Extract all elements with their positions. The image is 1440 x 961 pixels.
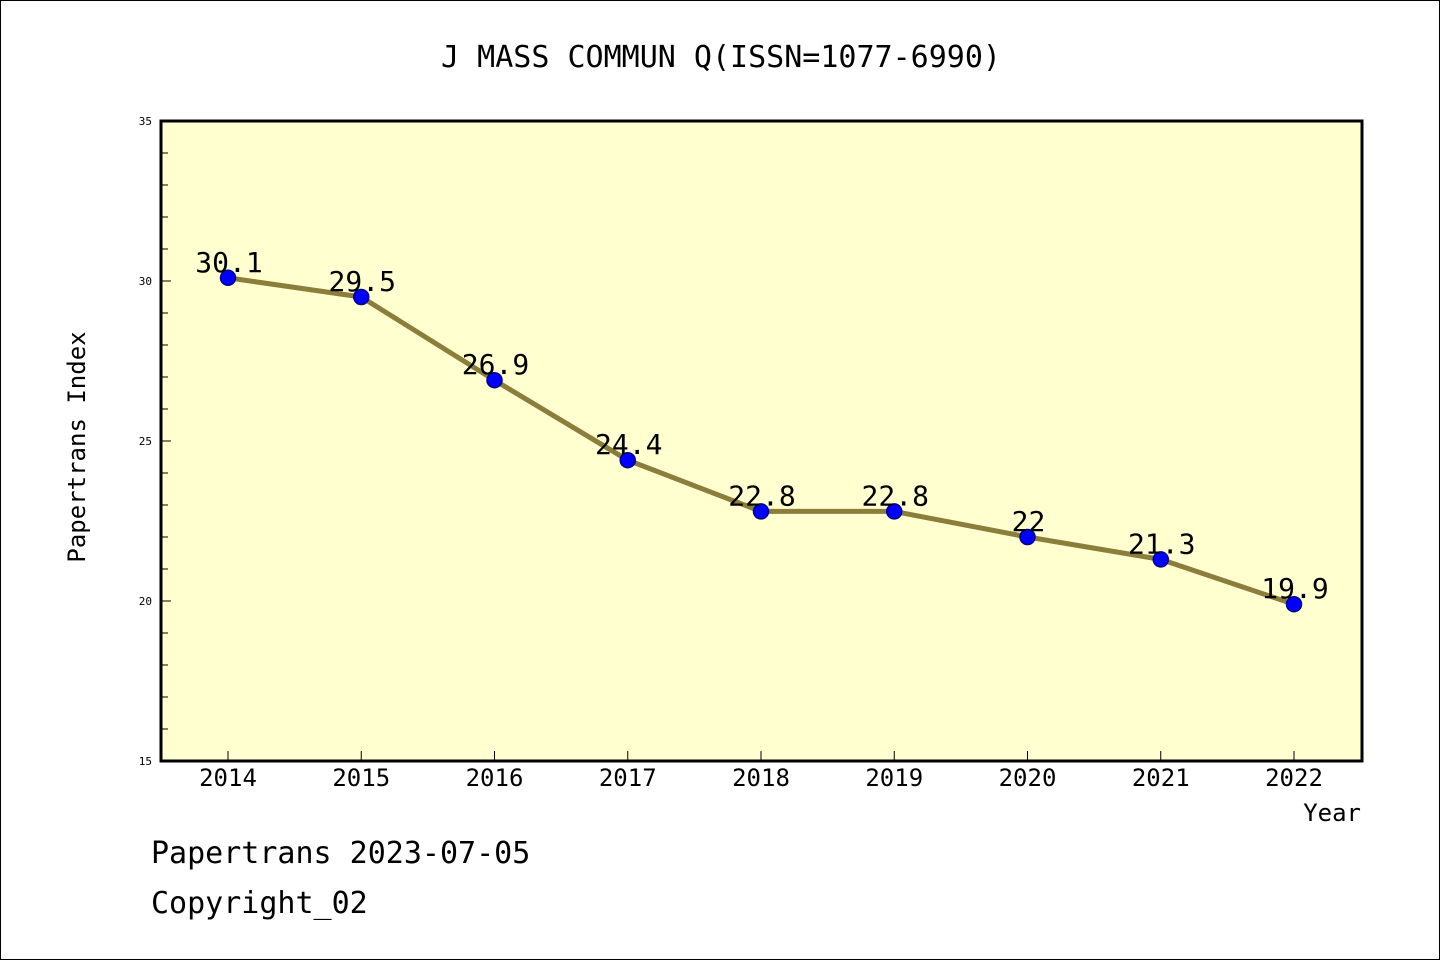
- data-label: 29.5: [329, 265, 396, 298]
- y-tick-label: 35: [139, 115, 152, 128]
- data-point: [1019, 528, 1036, 546]
- x-axis: 2014 2015 2016 2017 2018 2019 2020 2021 2022: [199, 751, 1323, 792]
- data-point: [353, 288, 370, 306]
- data-point: [619, 451, 636, 469]
- data-point: [1285, 595, 1303, 613]
- data-point: [752, 503, 770, 520]
- data-label: 30.1: [195, 246, 262, 279]
- x-tick-label: 2019: [865, 764, 923, 792]
- x-tick-label: 2015: [332, 764, 390, 792]
- x-tick-label: 2018: [732, 764, 790, 792]
- data-label: 22.8: [862, 479, 929, 512]
- data-label: 24.4: [595, 428, 662, 461]
- x-tick-label: 2022: [1265, 764, 1323, 792]
- y-axis: 15 20 25 30 35: [139, 115, 171, 768]
- x-tick-label: 2021: [1132, 764, 1190, 792]
- footer-date: Papertrans 2023-07-05: [151, 836, 531, 871]
- data-point: [486, 371, 503, 389]
- footer-copyright: Copyright_02: [151, 886, 368, 921]
- data-label: 21.3: [1128, 527, 1195, 560]
- data-label: 22.8: [728, 479, 795, 512]
- x-tick-label: 2014: [199, 764, 257, 792]
- y-axis-label: Papertrans Index: [63, 331, 91, 562]
- y-tick-label: 25: [139, 435, 152, 448]
- data-label: 26.9: [462, 348, 529, 381]
- chart-title: J MASS COMMUN Q(ISSN=1077-6990): [441, 40, 1001, 75]
- x-tick-label: 2017: [599, 764, 657, 792]
- x-tick-label: 2020: [999, 764, 1057, 792]
- plot-area: [159, 119, 1364, 763]
- data-label: 19.9: [1261, 572, 1328, 605]
- y-tick-label: 15: [139, 755, 152, 768]
- data-point: [219, 269, 237, 287]
- y-tick-label: 20: [139, 595, 152, 608]
- data-point: [1152, 551, 1169, 568]
- data-label: 22: [1012, 505, 1046, 538]
- series-layer: 30.1 29.5 26.9 24.4 22.8 22.8 22 21.3 19.9: [195, 246, 1329, 613]
- x-tick-label: 2016: [466, 764, 524, 792]
- y-tick-label: 30: [139, 275, 152, 288]
- x-axis-label: Year: [1303, 799, 1361, 827]
- data-point: [886, 503, 903, 520]
